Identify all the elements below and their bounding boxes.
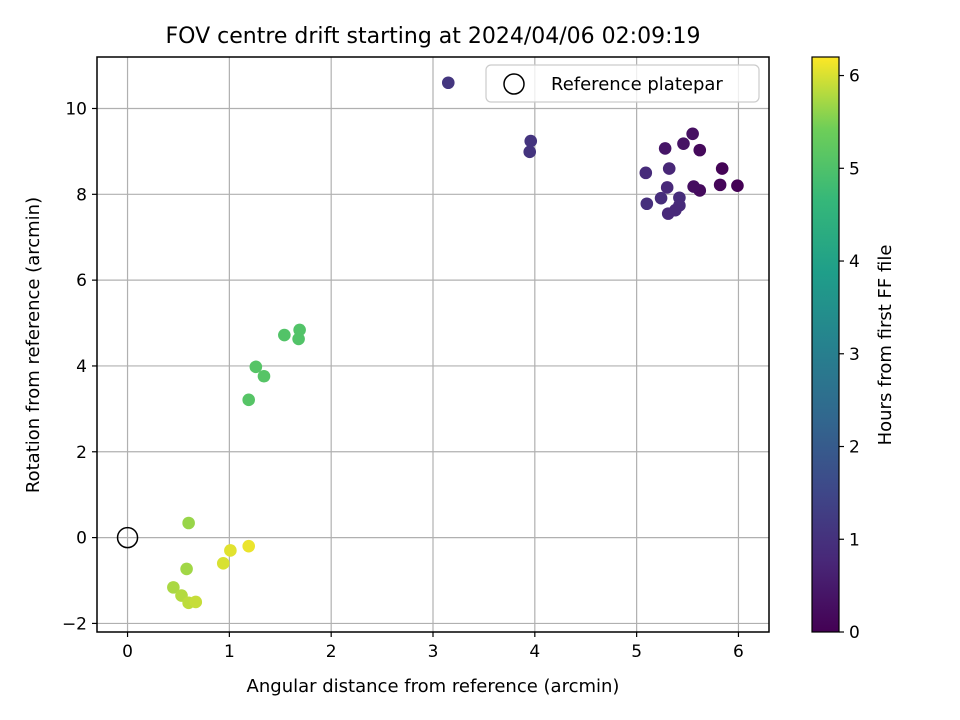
scatter-point — [639, 166, 653, 180]
x-tick-label: 5 — [631, 642, 642, 662]
y-tick-label: −2 — [62, 614, 87, 634]
x-tick-label: 0 — [122, 642, 133, 662]
colorbar-gradient — [811, 56, 840, 633]
scatter-point — [278, 328, 291, 342]
x-tick-label: 1 — [224, 642, 235, 662]
scatter-point — [658, 142, 672, 155]
y-tick-label: 2 — [76, 443, 87, 463]
scatter-point — [524, 134, 538, 148]
scatter-point — [257, 369, 271, 383]
colorbar-tick-label: 6 — [849, 67, 860, 87]
colorbar: 0 1 2 3 4 5 6 Hours from first FF file — [811, 56, 896, 643]
x-tick-label: 2 — [326, 642, 337, 662]
scatter-point — [713, 178, 727, 192]
scatter-point — [715, 162, 729, 175]
colorbar-tick-label: 3 — [849, 345, 860, 365]
scatter-point — [686, 127, 699, 141]
scatter-points — [167, 76, 744, 610]
y-tick-label: 8 — [76, 185, 87, 205]
y-axis-ticks: −2 0 2 4 6 8 10 — [62, 99, 97, 634]
colorbar-tick-label: 2 — [849, 438, 860, 458]
scatter-point — [677, 137, 690, 150]
scatter-point — [242, 539, 256, 553]
scatter-point — [731, 179, 744, 193]
x-axis-ticks: 0 1 2 3 4 5 6 — [122, 632, 744, 662]
chart-title: FOV centre drift starting at 2024/04/06 … — [166, 24, 701, 49]
scatter-point — [693, 143, 707, 157]
y-tick-label: 0 — [76, 529, 87, 549]
x-axis-label: Angular distance from reference (arcmin) — [247, 676, 620, 697]
colorbar-tick-label: 4 — [849, 252, 860, 272]
y-axis-label: Rotation from reference (arcmin) — [23, 197, 44, 493]
colorbar-tick-label: 1 — [849, 530, 860, 550]
scatter-point — [687, 180, 700, 193]
y-tick-label: 4 — [76, 357, 87, 377]
x-tick-label: 3 — [428, 642, 439, 662]
scatter-point — [189, 595, 203, 609]
scatter-point — [441, 76, 455, 90]
x-tick-label: 4 — [529, 642, 540, 662]
scatter-point — [182, 516, 195, 530]
scatter-point — [167, 581, 180, 594]
grid — [97, 57, 769, 632]
scatter-point — [216, 557, 230, 570]
colorbar-tick-label: 5 — [849, 159, 860, 179]
colorbar-label: Hours from first FF file — [875, 245, 896, 446]
legend: Reference platepar — [485, 64, 760, 103]
legend-reference-marker — [503, 73, 525, 95]
scatter-point — [660, 181, 674, 194]
legend-frame — [485, 64, 760, 103]
colorbar-tick-label: 0 — [849, 623, 860, 643]
reference-platepar-marker — [116, 526, 139, 549]
scatter-point — [249, 360, 263, 374]
scatter-point — [640, 197, 654, 211]
scatter-point — [224, 544, 237, 557]
scatter-point — [242, 393, 256, 407]
scatter-point — [661, 207, 675, 220]
legend-entry-reference-platepar: Reference platepar — [551, 74, 723, 95]
colorbar-ticks: 0 1 2 3 4 5 6 — [839, 67, 860, 643]
reference-marker-layer — [116, 526, 139, 549]
y-tick-label: 10 — [65, 99, 87, 119]
scatter-point — [292, 332, 305, 346]
x-tick-label: 6 — [733, 642, 744, 662]
scatter-point — [523, 145, 537, 159]
scatter-point — [180, 562, 193, 576]
scatter-point — [654, 191, 668, 205]
y-tick-label: 6 — [76, 271, 87, 291]
scatter-point — [662, 162, 676, 175]
